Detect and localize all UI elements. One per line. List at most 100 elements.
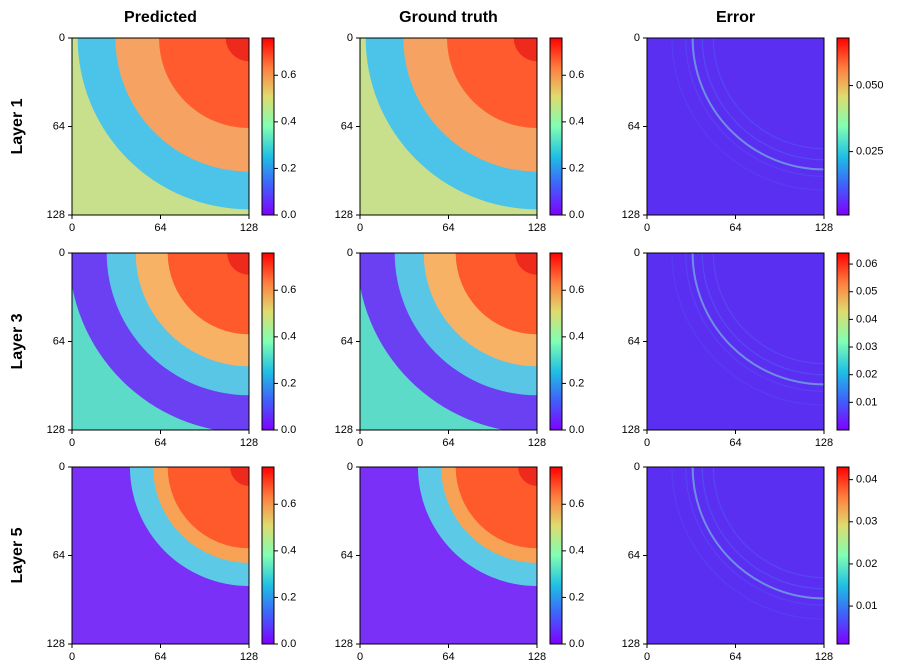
x-tick-label: 128 bbox=[240, 222, 258, 234]
colorbar-tick-label: 0.03 bbox=[856, 341, 877, 353]
colorbar-tick-label: 0.6 bbox=[569, 69, 584, 81]
y-tick-label: 64 bbox=[341, 335, 353, 347]
y-tick-label: 128 bbox=[622, 209, 640, 221]
y-tick-label: 0 bbox=[634, 247, 640, 259]
panel: 0 64 128 0 64 128 Ground truth 0.0 0.2 0.4 0.6 bbox=[335, 9, 585, 234]
y-tick-label: 128 bbox=[47, 638, 65, 650]
y-tick-label: 64 bbox=[53, 549, 65, 561]
x-tick-label: 128 bbox=[528, 437, 546, 449]
y-tick-label: 0 bbox=[347, 461, 353, 473]
colorbar-tick-label: 0.050 bbox=[856, 79, 884, 91]
x-tick-label: 64 bbox=[154, 651, 166, 663]
colorbar-tick-label: 0.4 bbox=[281, 331, 296, 343]
panel: 0 64 128 0 64 128 Layer 5 0.0 0.2 0.4 0.6 bbox=[9, 461, 296, 663]
colorbar-tick-label: 0.03 bbox=[856, 516, 877, 528]
x-tick-label: 128 bbox=[815, 437, 833, 449]
field-region bbox=[167, 467, 249, 549]
colorbar-tick-label: 0.2 bbox=[569, 591, 584, 603]
heatmap-image bbox=[647, 38, 824, 215]
colorbar-tick-label: 0.01 bbox=[856, 396, 877, 408]
colorbar-tick-label: 0.0 bbox=[281, 424, 296, 436]
x-tick-label: 64 bbox=[442, 222, 454, 234]
y-tick-label: 128 bbox=[47, 424, 65, 436]
panel: 0 64 128 0 64 128 Predicted Layer 1 0.0 0.2 0.4 0.6 bbox=[9, 9, 296, 234]
heatmap-image bbox=[360, 467, 537, 644]
colorbar bbox=[836, 37, 850, 216]
colorbar-tick-label: 0.6 bbox=[281, 69, 296, 81]
colorbar-tick-label: 0.025 bbox=[856, 146, 884, 158]
y-tick-label: 64 bbox=[53, 335, 65, 347]
x-tick-label: 64 bbox=[154, 222, 166, 234]
field-background bbox=[647, 467, 824, 644]
y-tick-label: 0 bbox=[59, 461, 65, 473]
x-tick-label: 64 bbox=[154, 437, 166, 449]
x-tick-label: 128 bbox=[815, 651, 833, 663]
colorbar-tick-label: 0.4 bbox=[569, 331, 584, 343]
panel: 0 64 128 0 64 128 0.0 0.2 0.4 0.6 bbox=[335, 461, 585, 663]
y-tick-label: 64 bbox=[341, 120, 353, 132]
field-region bbox=[455, 467, 537, 549]
field-region bbox=[518, 467, 537, 486]
colorbar-tick-label: 0.6 bbox=[569, 498, 584, 510]
colorbar-tick-label: 0.6 bbox=[569, 284, 584, 296]
y-tick-label: 128 bbox=[47, 209, 65, 221]
y-tick-label: 0 bbox=[347, 247, 353, 259]
y-tick-label: 128 bbox=[622, 424, 640, 436]
x-tick-label: 64 bbox=[729, 437, 741, 449]
x-tick-label: 64 bbox=[442, 437, 454, 449]
colorbar-tick-label: 0.4 bbox=[281, 116, 296, 128]
x-tick-label: 64 bbox=[442, 651, 454, 663]
y-tick-label: 128 bbox=[335, 424, 353, 436]
y-tick-label: 64 bbox=[628, 120, 640, 132]
colorbar bbox=[549, 252, 563, 431]
heatmap-image bbox=[360, 253, 537, 430]
y-tick-label: 0 bbox=[634, 32, 640, 44]
heatmap-image bbox=[647, 253, 824, 430]
colorbar-tick-label: 0.04 bbox=[856, 313, 877, 325]
colorbar-tick-label: 0.02 bbox=[856, 369, 877, 381]
x-tick-label: 128 bbox=[528, 651, 546, 663]
colorbar-tick-label: 0.2 bbox=[281, 591, 296, 603]
row-label: Layer 5 bbox=[9, 527, 26, 583]
field-region bbox=[225, 38, 249, 62]
colorbar-tick-label: 0.06 bbox=[856, 258, 877, 270]
colorbar-tick-label: 0.05 bbox=[856, 286, 877, 298]
x-tick-label: 128 bbox=[815, 222, 833, 234]
y-tick-label: 128 bbox=[622, 638, 640, 650]
colorbar-tick-label: 0.0 bbox=[569, 424, 584, 436]
colorbar-tick-label: 0.6 bbox=[281, 284, 296, 296]
panel: 0 64 128 0 64 128 0.01 0.02 0.03 0.04 bbox=[622, 461, 878, 663]
field-region bbox=[167, 253, 249, 335]
x-tick-label: 128 bbox=[240, 651, 258, 663]
field-region bbox=[513, 38, 537, 62]
panel: 0 64 128 0 64 128 0.01 0.02 0.03 0.04 0.05 0.06 bbox=[622, 247, 878, 449]
x-tick-label: 0 bbox=[69, 437, 75, 449]
colorbar-tick-label: 0.0 bbox=[569, 209, 584, 221]
colorbar-tick-label: 0.2 bbox=[569, 377, 584, 389]
colorbar-tick-label: 0.2 bbox=[569, 162, 584, 174]
field-region bbox=[230, 467, 249, 486]
x-tick-label: 64 bbox=[729, 222, 741, 234]
colorbar-tick-label: 0.2 bbox=[281, 162, 296, 174]
colorbar-tick-label: 0.02 bbox=[856, 558, 877, 570]
field-region bbox=[447, 38, 537, 128]
y-tick-label: 128 bbox=[335, 638, 353, 650]
x-tick-label: 128 bbox=[528, 222, 546, 234]
column-title: Error bbox=[716, 9, 755, 26]
x-tick-label: 0 bbox=[357, 651, 363, 663]
y-tick-label: 0 bbox=[634, 461, 640, 473]
colorbar bbox=[836, 466, 850, 645]
colorbar bbox=[261, 37, 275, 216]
row-label: Layer 3 bbox=[9, 313, 26, 369]
y-tick-label: 0 bbox=[347, 32, 353, 44]
x-tick-label: 64 bbox=[729, 651, 741, 663]
y-tick-label: 64 bbox=[341, 549, 353, 561]
y-tick-label: 128 bbox=[335, 209, 353, 221]
colorbar-tick-label: 0.01 bbox=[856, 600, 877, 612]
colorbar-tick-label: 0.4 bbox=[281, 545, 296, 557]
column-title: Ground truth bbox=[399, 9, 498, 26]
field-region bbox=[515, 253, 537, 275]
colorbar-tick-label: 0.0 bbox=[569, 638, 584, 650]
colorbar bbox=[261, 466, 275, 645]
field-region bbox=[227, 253, 249, 275]
